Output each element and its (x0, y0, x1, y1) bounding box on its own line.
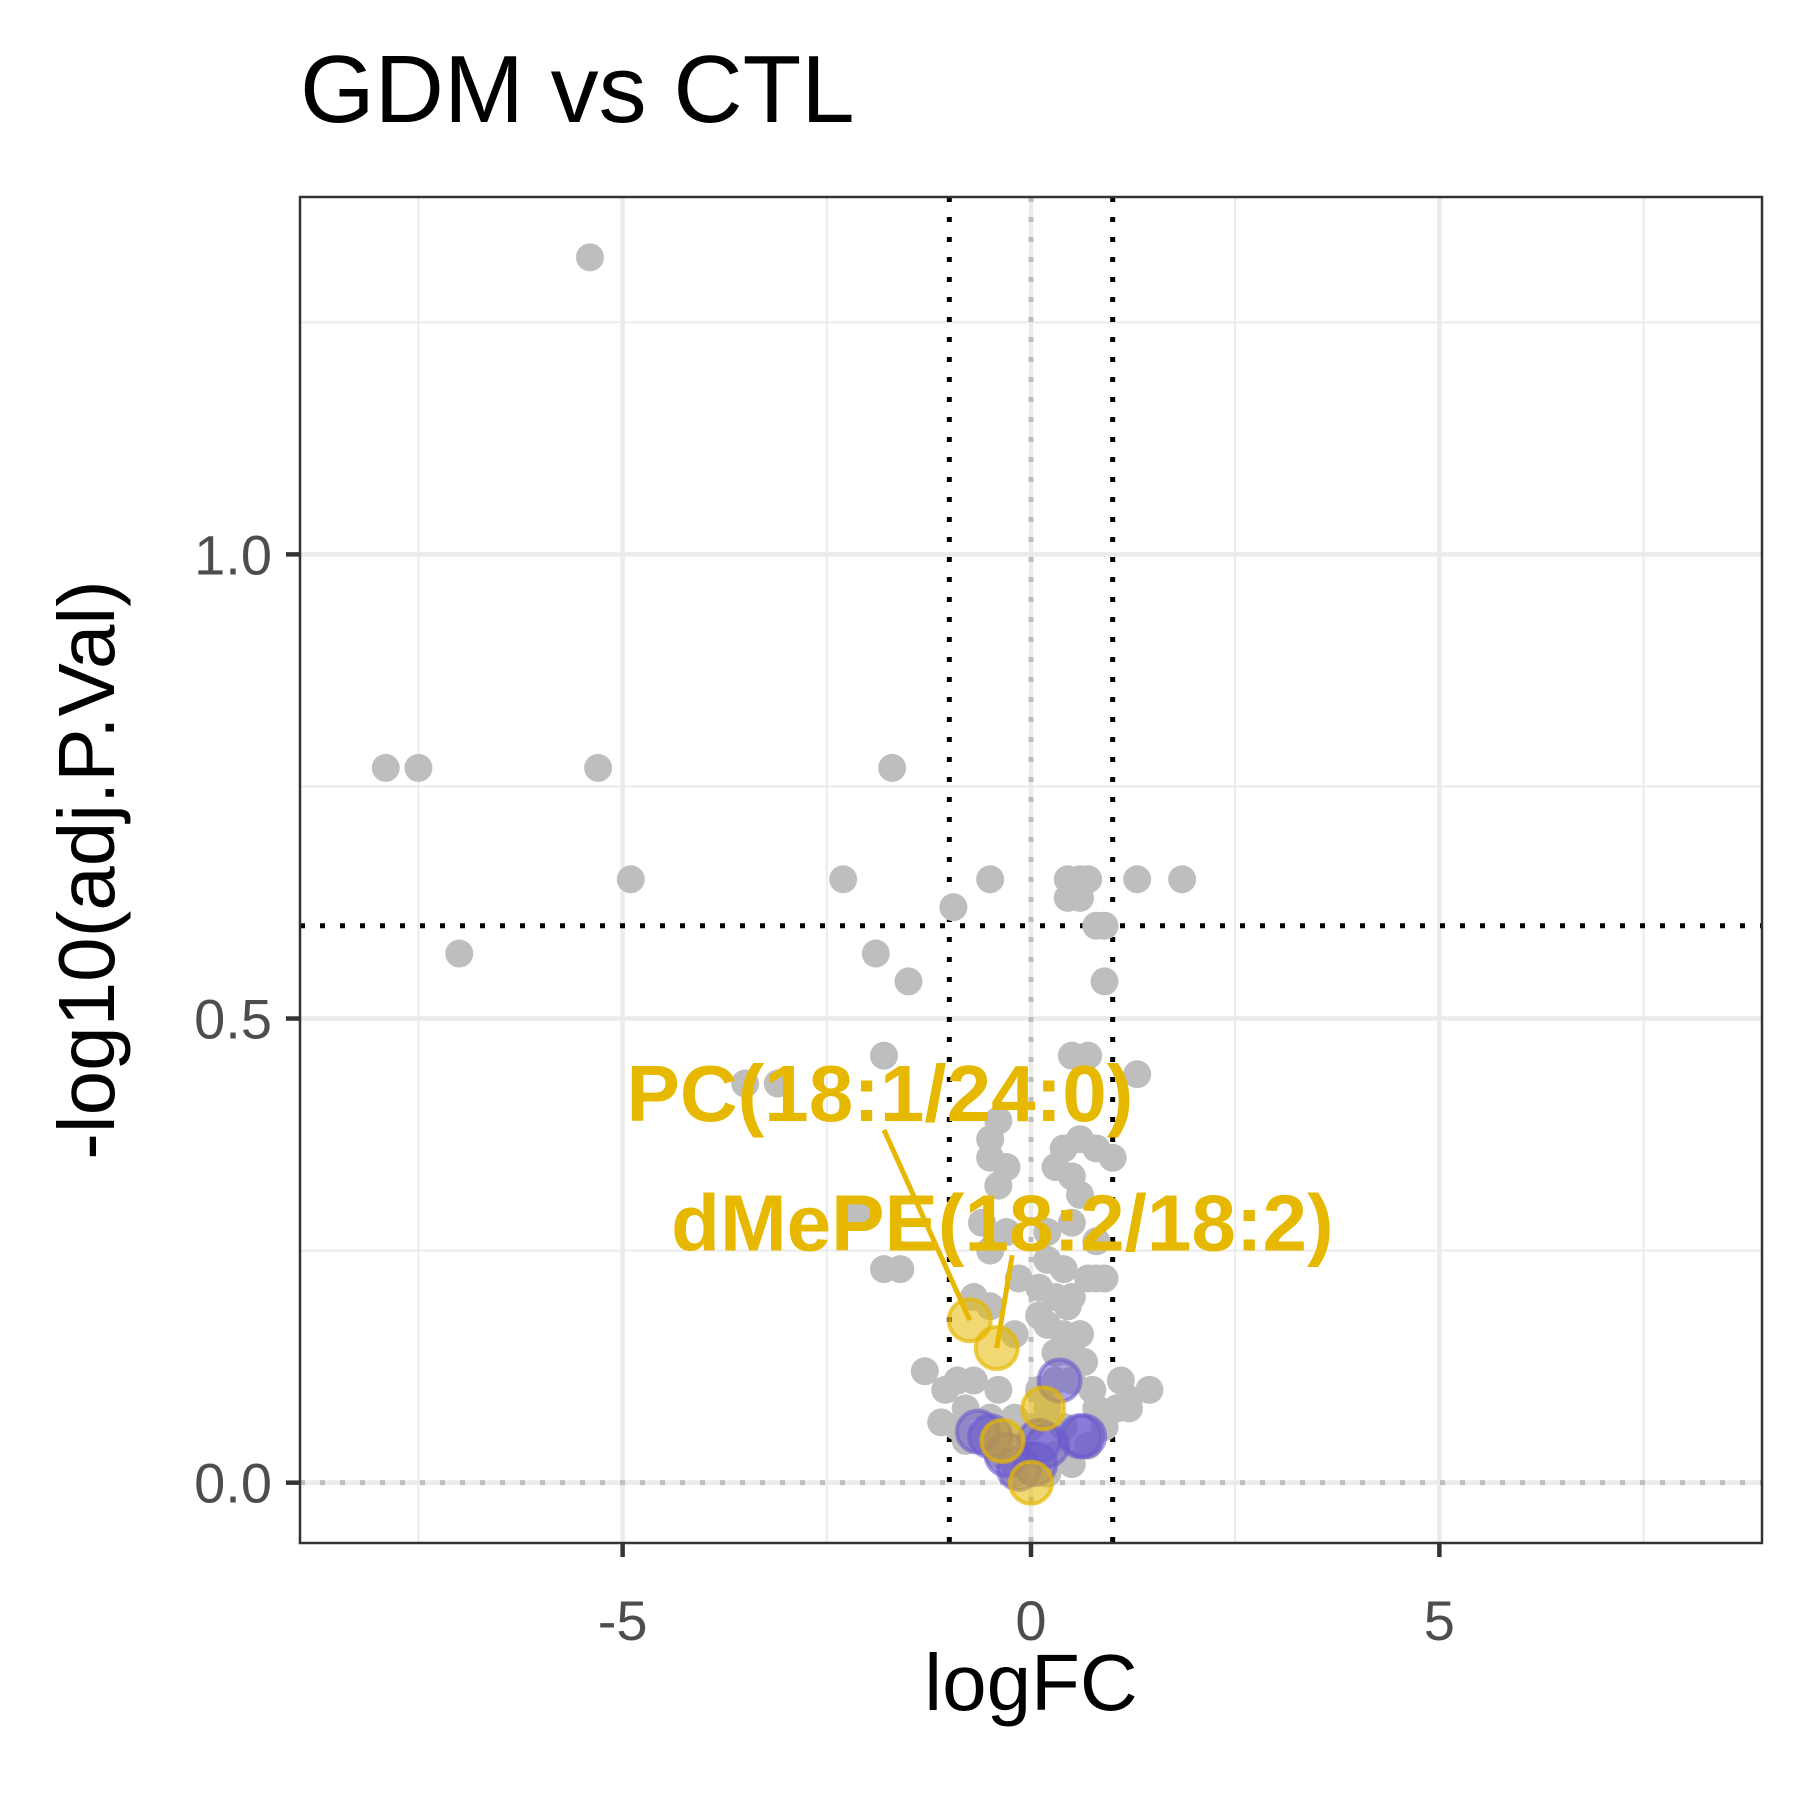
data-point (861, 939, 890, 968)
data-point-annotated (979, 1417, 1026, 1464)
data-point (445, 939, 474, 968)
data-point (1090, 911, 1119, 940)
x-axis: -5 0 5 (598, 1543, 1455, 1652)
y-axis: 0.0 0.5 1.0 (194, 523, 300, 1515)
data-point-annotated (1008, 1459, 1054, 1506)
data-point (886, 1255, 915, 1284)
annotation-label: dMePE(18:2/18:2) (671, 1179, 1333, 1268)
data-point (1090, 967, 1119, 996)
data-point (1066, 1180, 1095, 1209)
y-tick-label: 1.0 (194, 523, 272, 586)
annotations: PC(18:1/24:0) dMePE(18:2/18:2) (626, 1049, 1334, 1349)
data-point (931, 1375, 960, 1404)
y-axis-title: -log10(adj.P.Val) (42, 580, 131, 1160)
data-point (1098, 1143, 1127, 1172)
data-point (959, 1366, 988, 1395)
data-point (829, 865, 858, 894)
x-tick-label: 0 (1015, 1589, 1046, 1652)
data-point (1057, 1208, 1086, 1237)
data-point (853, 1199, 882, 1228)
data-point-annotated (1020, 1385, 1067, 1432)
data-point (584, 753, 613, 782)
data-point (1102, 1394, 1131, 1423)
data-point (1123, 1060, 1152, 1089)
x-tick-label: -5 (598, 1589, 648, 1652)
data-point (1066, 883, 1095, 912)
data-point (984, 1375, 1013, 1404)
data-point (404, 753, 433, 782)
data-point (1049, 1255, 1078, 1284)
data-point (763, 1069, 792, 1098)
leader-line (881, 1128, 973, 1322)
leader-line (994, 1254, 1015, 1349)
data-point (869, 1041, 898, 1070)
data-point (878, 753, 907, 782)
data-point (1074, 1041, 1103, 1070)
data-point (1123, 865, 1152, 894)
y-tick-label: 0.5 (194, 988, 272, 1051)
data-point (894, 967, 923, 996)
data-point (1090, 1264, 1119, 1293)
data-point (1033, 1218, 1062, 1247)
data-point (731, 1069, 760, 1098)
data-point (910, 1357, 939, 1386)
data-point (1082, 1227, 1111, 1256)
data-point (1053, 1292, 1082, 1321)
data-point (1168, 865, 1197, 894)
data-point (575, 243, 604, 272)
data-point (976, 865, 1005, 894)
chart-title: GDM vs CTL (300, 36, 855, 143)
annotation-label: PC(18:1/24:0) (626, 1049, 1133, 1138)
data-point (984, 1171, 1013, 1200)
x-axis-title: logFC (924, 1638, 1137, 1727)
data-point (967, 1208, 996, 1237)
x-tick-label: 5 (1424, 1589, 1455, 1652)
data-point (976, 1236, 1005, 1265)
data-point (371, 753, 400, 782)
points-highlight (946, 1297, 1108, 1506)
data-point (992, 1218, 1021, 1247)
data-point (939, 893, 968, 922)
y-tick-label: 0.0 (194, 1452, 272, 1515)
data-point (616, 865, 645, 894)
